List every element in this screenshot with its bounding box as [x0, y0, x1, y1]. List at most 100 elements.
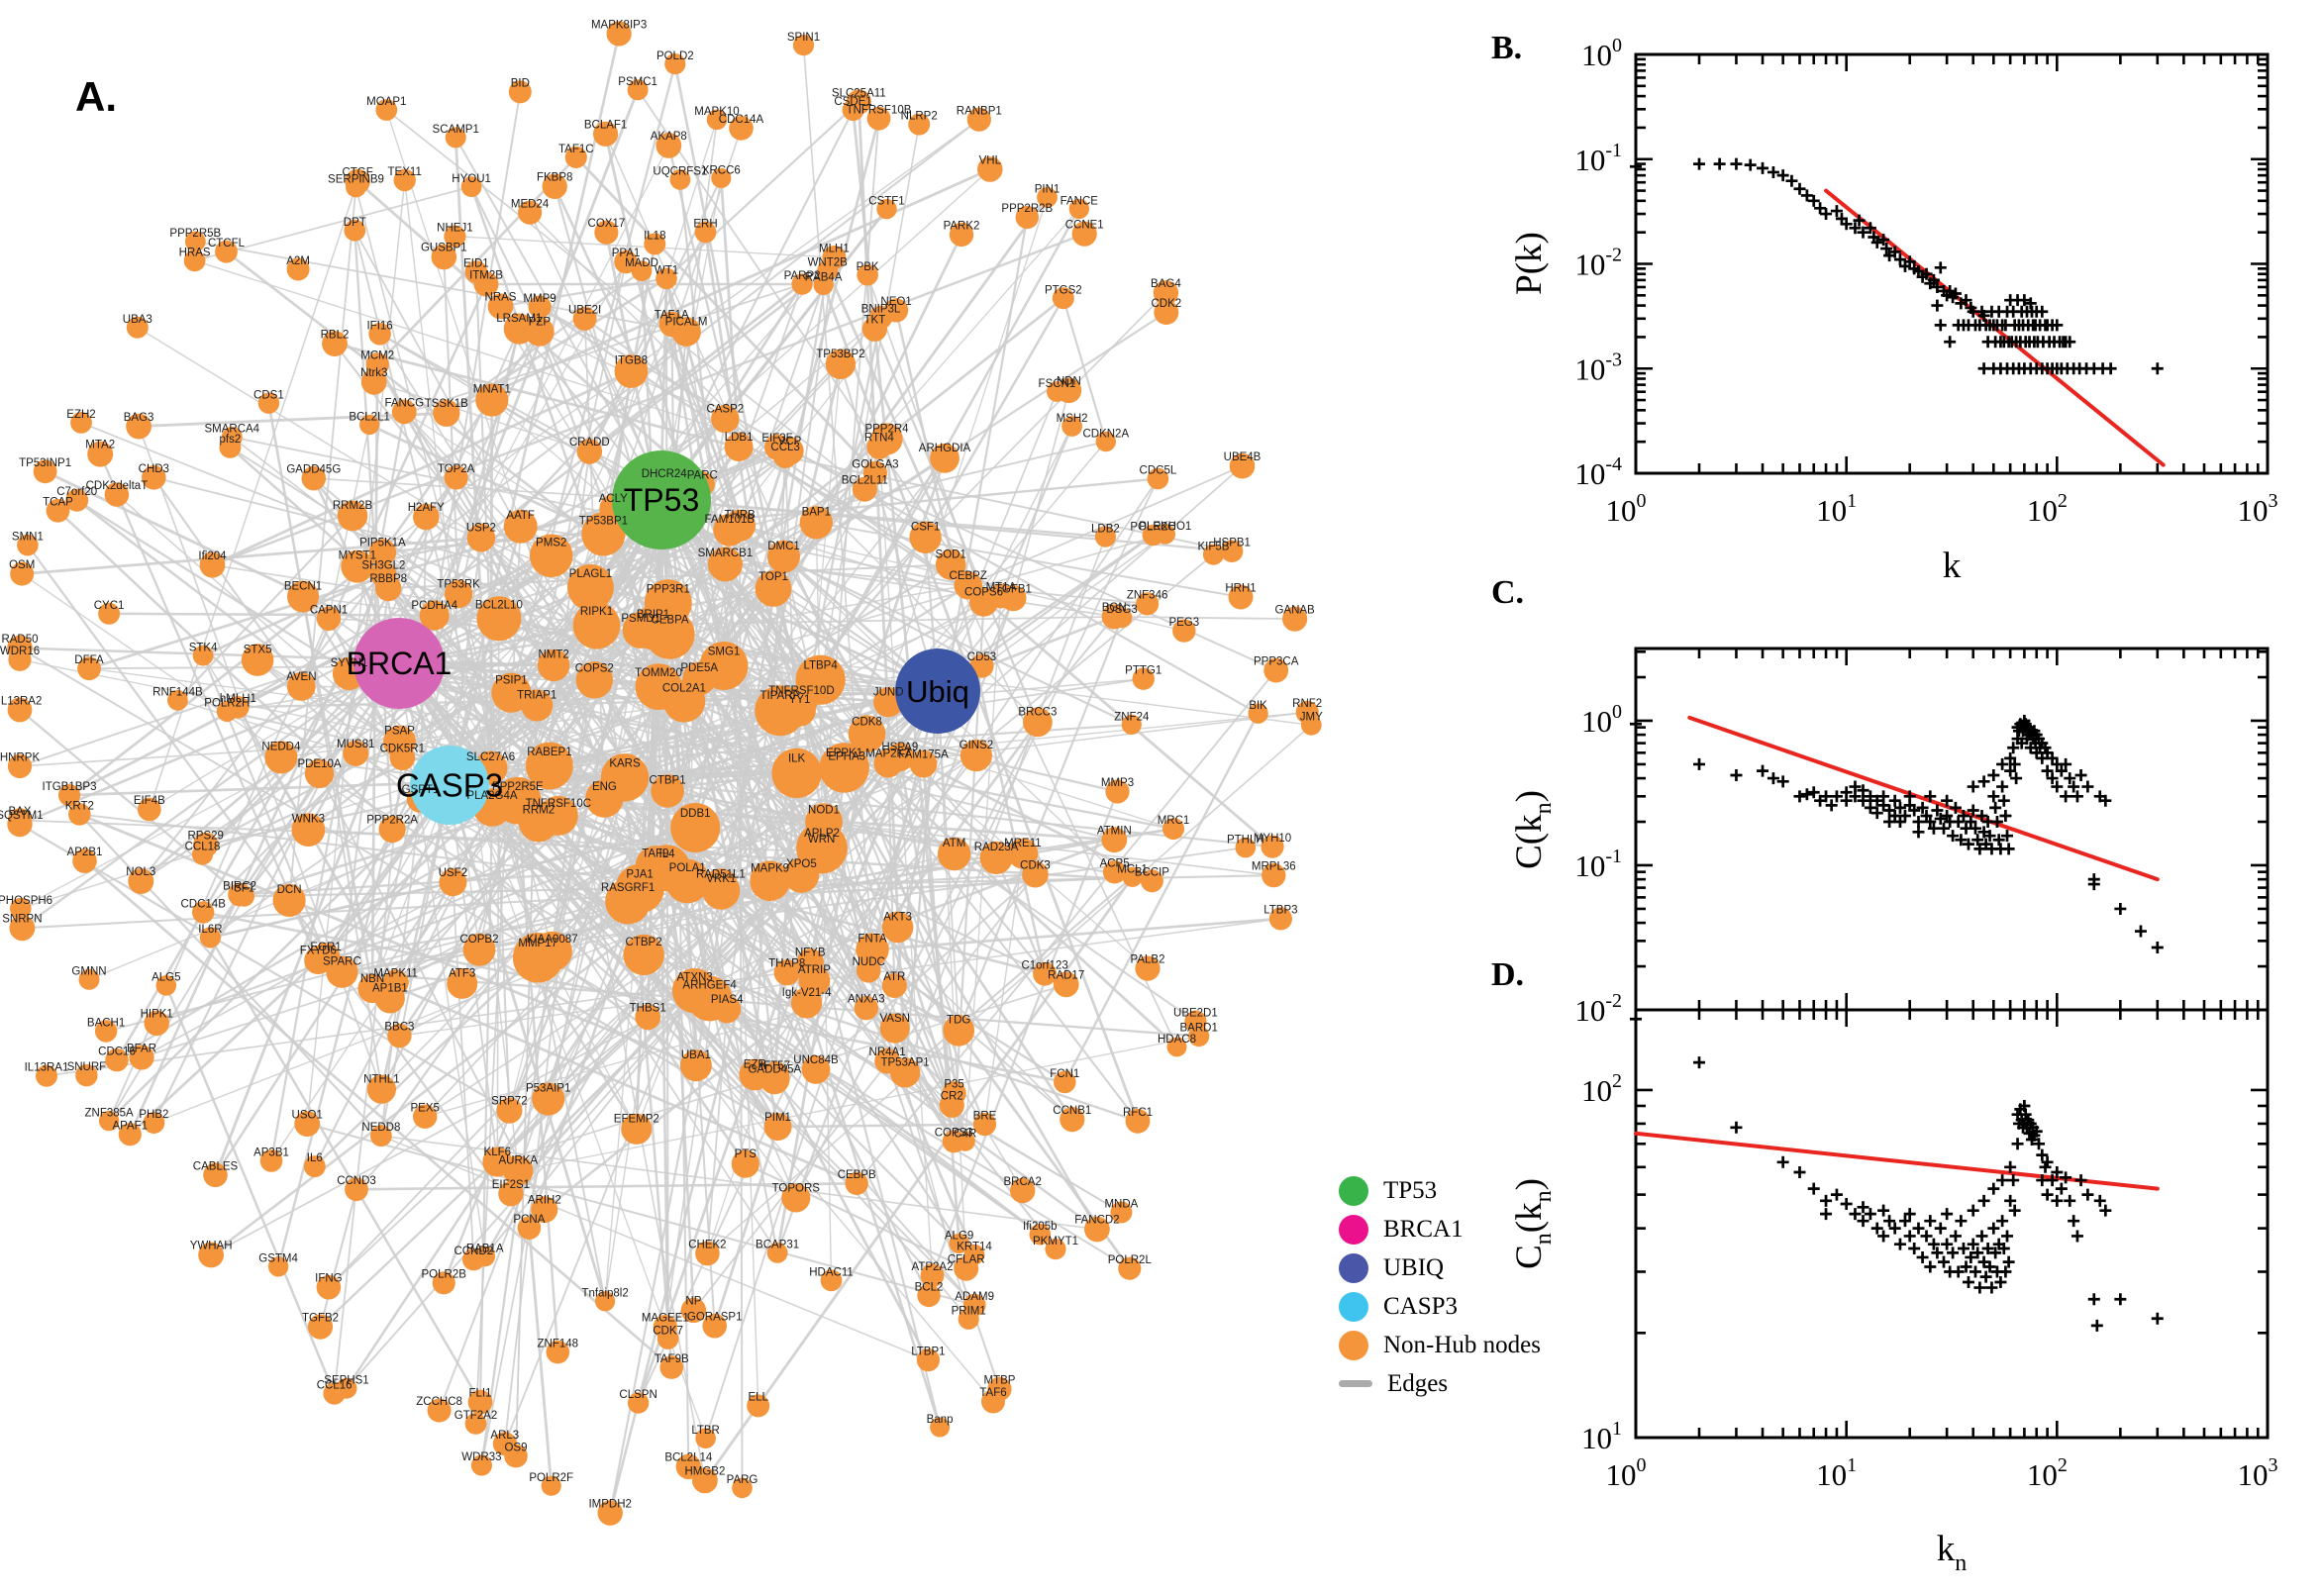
network-node-label: KRT14: [957, 1242, 992, 1253]
data-point-plus-marker: [1938, 1255, 1951, 1268]
protein-network-graph: TP53RK KIAA0087 THAP8 CDC14B DSG3 NTHL1 CEBPZ V…: [0, 19, 1323, 1526]
network-node: [755, 570, 792, 607]
network-node-label: HNRPK: [0, 752, 40, 764]
network-node-label: MYST1: [339, 550, 376, 562]
data-point-plus-marker: [1820, 1194, 1833, 1207]
axis-tick-label: 102: [2027, 490, 2068, 528]
network-node: [1202, 544, 1225, 565]
data-point-plus-marker: [2055, 1182, 2068, 1195]
network-node: [537, 648, 570, 682]
network-node-label: WRN: [808, 834, 835, 846]
network-edge: [403, 179, 520, 1171]
network-node-label: PICALM: [665, 316, 708, 328]
network-node-label: RIPK1: [580, 606, 613, 618]
network-node: [763, 1113, 792, 1142]
network-edge: [768, 880, 888, 1062]
network-node-label: CCL16: [317, 1380, 353, 1392]
network-node-label: POLR2C: [1130, 522, 1175, 534]
data-point-plus-marker: [2060, 1171, 2072, 1184]
legend-item: UBIQ: [1339, 1251, 1541, 1284]
network-node-label: PRIM1: [952, 1306, 986, 1318]
network-node: [462, 933, 496, 966]
network-node-label: RPS29: [187, 831, 223, 843]
network-node-label: TIPARP: [759, 690, 800, 702]
network-node-label: RANBP1: [957, 105, 1002, 117]
network-node: [846, 89, 871, 115]
network-node: [184, 231, 206, 252]
network-node: [594, 220, 619, 245]
network-node: [966, 107, 991, 132]
network-node-label: CTBP2: [626, 937, 662, 948]
data-point-plus-marker: [1840, 1198, 1853, 1211]
data-point-plus-marker: [1757, 764, 1769, 777]
data-point-plus-marker: [1757, 161, 1769, 174]
network-node-label: BECN1: [284, 580, 322, 592]
data-point-plus-marker: [1947, 1247, 1960, 1259]
network-node-label: TP53BP1: [579, 516, 628, 528]
network-node-label: LDB1: [725, 432, 754, 444]
panel-d-letter: D.: [1491, 956, 1525, 993]
network-node: [675, 1453, 701, 1480]
network-node-label: PJA1: [626, 869, 654, 881]
network-node-label: BCL2L11: [842, 475, 888, 487]
network-node-label: GOLGA3: [852, 458, 898, 470]
network-node-label: PPP3CA: [1254, 656, 1299, 668]
network-node: [857, 264, 878, 286]
network-node-label: ADAM9: [955, 1291, 994, 1303]
network-node-label: PSMC1: [618, 76, 657, 88]
network-node-label: SCAMP1: [433, 124, 479, 136]
data-points: [1630, 157, 2164, 375]
network-node: [470, 1454, 492, 1476]
network-node-label: UBE4B: [1224, 451, 1262, 463]
data-point-plus-marker: [1973, 843, 1986, 855]
data-point-plus-marker: [2008, 1204, 2021, 1217]
y-axis-title: C(kn): [1509, 790, 1557, 869]
network-node-label: CCNE1: [1065, 220, 1104, 232]
network-node-label: TAF1A: [655, 310, 689, 322]
data-point-plus-marker: [1864, 801, 1876, 814]
network-node-label: ANXA3: [848, 994, 885, 1006]
data-points: [1630, 1013, 2164, 1332]
network-node-label: ARIH2: [528, 1195, 561, 1207]
network-node-label: PARK2: [944, 220, 980, 232]
data-point-plus-marker: [2036, 1174, 2049, 1187]
network-node: [291, 813, 326, 847]
network-node-label: A2M: [286, 255, 310, 267]
network-node-label: FANCG: [384, 397, 424, 409]
network-node-label: NUDC: [853, 956, 885, 968]
network-node-label: P35: [944, 1079, 963, 1091]
network-node: [703, 868, 738, 903]
network-node-label: ZNF148: [538, 1338, 579, 1349]
axis-ticks: [1634, 52, 2270, 475]
network-edge: [231, 436, 383, 553]
network-node-label: CASP2: [706, 404, 744, 416]
network-edge: [665, 119, 718, 279]
axis-tick-label: 101: [1816, 490, 1857, 528]
network-node-label: SRP72: [491, 1096, 527, 1108]
network-node-label: IL6: [307, 1152, 323, 1164]
network-node: [94, 1020, 118, 1043]
network-node-label: XRCC6: [702, 164, 741, 176]
network-node-label: PPP2R2B: [1001, 203, 1053, 215]
data-point-plus-marker: [1877, 1204, 1890, 1217]
network-node: [512, 933, 563, 983]
network-node: [87, 441, 114, 467]
data-point-plus-marker: [1955, 834, 1968, 847]
data-point-plus-marker: [2051, 1194, 2064, 1207]
data-point-plus-marker: [1931, 299, 1944, 312]
network-node-label: PPA1: [612, 248, 641, 259]
network-node: [316, 606, 342, 631]
network-edge: [317, 690, 939, 961]
data-point-plus-marker: [2046, 772, 2059, 785]
network-node-label: DDB1: [680, 808, 711, 820]
network-node: [695, 1428, 716, 1448]
data-point-plus-marker: [1916, 801, 1929, 814]
data-point-plus-marker: [2007, 1174, 2020, 1187]
data-point-plus-marker: [1693, 157, 1706, 170]
network-node: [57, 784, 81, 807]
network-node-label: Tnfaip8l2: [581, 1288, 628, 1300]
network-edge: [798, 709, 1099, 1231]
network-node: [1184, 1010, 1207, 1033]
network-node: [447, 967, 478, 999]
network-node: [1125, 1108, 1151, 1134]
